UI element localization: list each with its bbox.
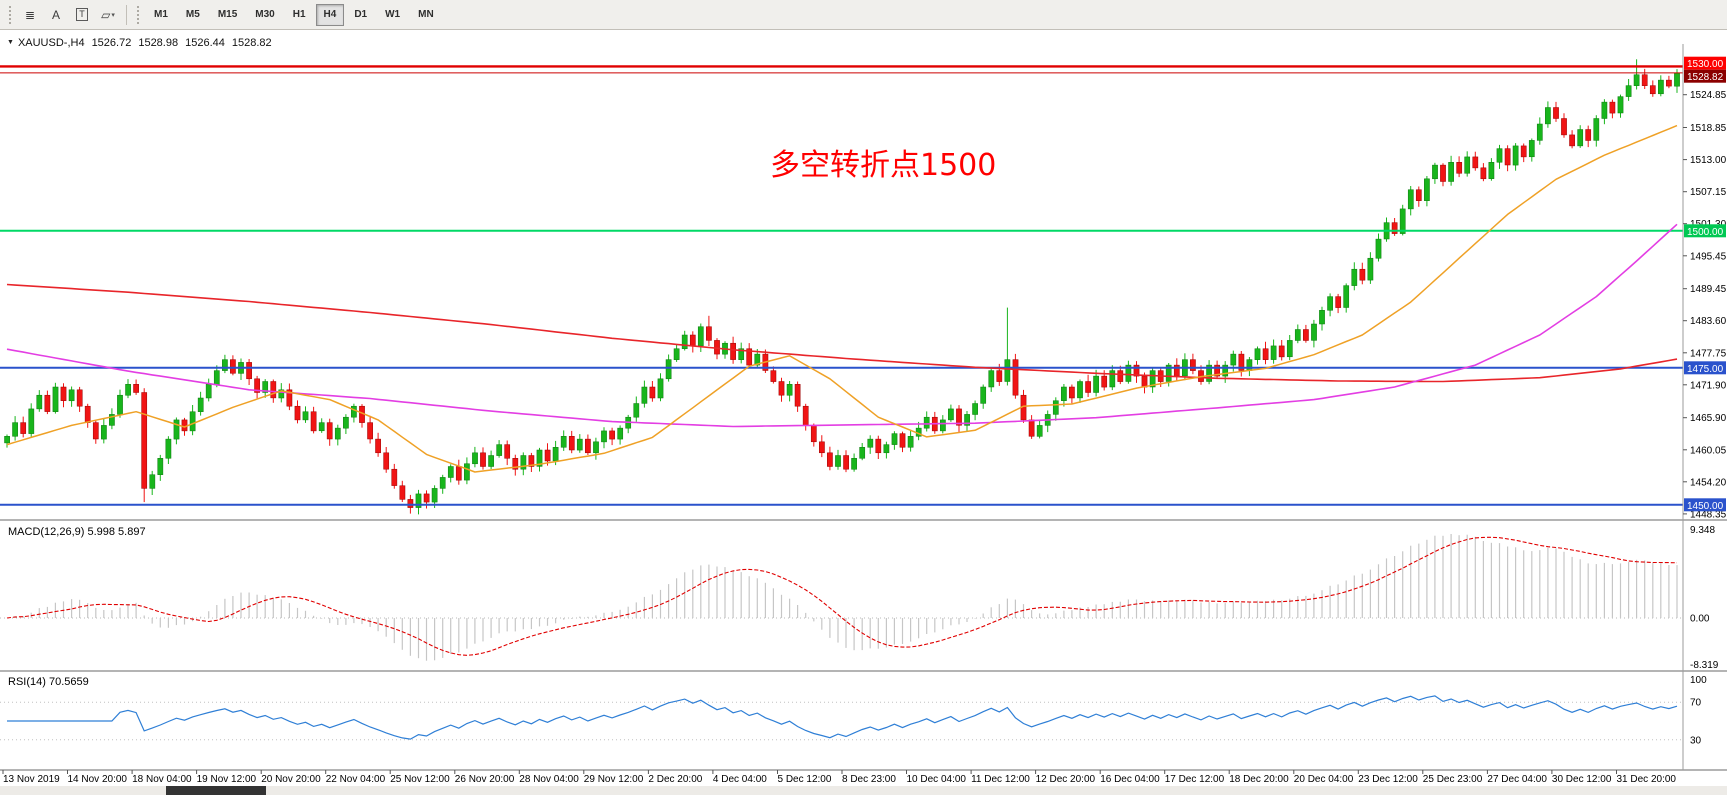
ma-magenta-line (6, 223, 1678, 428)
svg-text:1530.00: 1530.00 (1687, 59, 1724, 70)
time-axis-label: 30 Dec 12:00 (1552, 774, 1612, 785)
chart-symbol: XAUUSD-,H4 (17, 37, 85, 49)
timeframe-d1-button[interactable]: D1 (354, 9, 368, 20)
time-axis-label: 31 Dec 20:00 (1617, 774, 1677, 785)
price-axis-label: 1489.45 (1690, 284, 1727, 295)
time-axis-label: 18 Dec 20:00 (1229, 774, 1289, 785)
time-axis-label: 8 Dec 23:00 (842, 774, 896, 785)
time-axis-label: 29 Nov 12:00 (584, 774, 644, 785)
timeframe-mn-button[interactable]: MN (418, 9, 434, 20)
macd-axis-min: -8.319 (1690, 660, 1719, 671)
ohlc-low: 1526.44 (185, 37, 225, 49)
ohlc-open: 1526.72 (91, 37, 132, 49)
price-tag: 1530.00 (1684, 56, 1726, 70)
time-axis-label: 17 Dec 12:00 (1165, 774, 1225, 785)
candlesticks (4, 59, 1680, 515)
timeframe-h1-button[interactable]: H1 (292, 9, 306, 20)
timeframe-w1-button[interactable]: W1 (385, 9, 401, 20)
time-axis-label: 25 Nov 12:00 (390, 774, 450, 785)
price-axis-label: 1454.20 (1690, 477, 1727, 488)
drawing-tools-group: ≣ A T ▱ ▾ (17, 3, 121, 27)
time-axis-label: 4 Dec 04:00 (713, 774, 767, 785)
timeframe-toolbar: M1 M5 M15 M30 H1 H4 D1 W1 MN (145, 3, 443, 26)
price-axis-label: 1513.00 (1690, 155, 1727, 166)
time-axis-label: 27 Dec 04:00 (1487, 774, 1547, 785)
rsi-line (7, 695, 1678, 740)
svg-text:1500.00: 1500.00 (1687, 227, 1724, 238)
time-axis-label: 23 Dec 12:00 (1358, 774, 1418, 785)
time-axis-label: 20 Nov 20:00 (261, 774, 321, 785)
price-axis-label: 1518.85 (1690, 123, 1727, 134)
svg-text:1528.82: 1528.82 (1687, 72, 1724, 83)
price-tag: 1528.82 (1684, 69, 1726, 83)
timeframe-h4-button[interactable]: H4 (315, 3, 345, 26)
time-axis-label: 2 Dec 20:00 (648, 774, 702, 785)
price-axis-label: 1524.85 (1690, 90, 1727, 101)
chart-lines-icon[interactable]: ≣ (24, 7, 36, 22)
price-axis-label: 1471.90 (1690, 380, 1727, 391)
macd-signal-line (6, 536, 1678, 656)
ma-red-line (6, 283, 1678, 383)
price-tag: 1450.00 (1684, 498, 1726, 512)
price-axis-label: 1465.90 (1690, 413, 1727, 424)
price-axis-label: 1483.60 (1690, 316, 1727, 327)
rsi-axis-label: 100 (1690, 675, 1707, 686)
time-axis-label: 25 Dec 23:00 (1423, 774, 1483, 785)
time-axis-label: 10 Dec 04:00 (907, 774, 967, 785)
time-axis-label: 14 Nov 20:00 (68, 774, 128, 785)
time-axis-label: 20 Dec 04:00 (1294, 774, 1354, 785)
timeframe-m1-button[interactable]: M1 (154, 9, 168, 20)
ohlc-high: 1528.98 (138, 37, 179, 49)
macd-axis-max: 9.348 (1690, 525, 1715, 536)
svg-text:1450.00: 1450.00 (1687, 501, 1724, 512)
time-axis-label: 11 Dec 12:00 (971, 774, 1030, 785)
top-toolbar: ≣ A T ▱ ▾ M1 M5 M15 M30 H1 H4 D1 W1 MN (0, 0, 1727, 30)
text-tool-icon[interactable]: T (70, 3, 94, 27)
rsi-indicator-label: RSI(14) 70.5659 (8, 676, 89, 688)
price-axis-label: 1460.05 (1690, 445, 1727, 456)
shapes-icon[interactable]: ▱ ▾ (101, 7, 115, 22)
time-axis-label: 19 Nov 12:00 (197, 774, 257, 785)
price-tag: 1500.00 (1684, 224, 1726, 238)
status-strip (0, 786, 1727, 795)
timeframe-m15-button[interactable]: M15 (217, 9, 238, 20)
rsi-axis-label: 70 (1690, 698, 1702, 709)
time-axis-label: 12 Dec 20:00 (1036, 774, 1096, 785)
price-axis-label: 1507.15 (1690, 187, 1727, 198)
timeframe-m30-button[interactable]: M30 (255, 9, 275, 20)
macd-axis-zero: 0.00 (1690, 614, 1710, 625)
chart-canvas[interactable]: 1524.851518.851513.001507.151501.301495.… (0, 30, 1727, 795)
svg-text:1475.00: 1475.00 (1687, 364, 1724, 375)
rsi-axis-label: 30 (1690, 735, 1702, 746)
chart-annotation-text: 多空转折点1500 (770, 148, 997, 183)
time-axis-label: 28 Nov 04:00 (519, 774, 579, 785)
time-axis-label: 13 Nov 2019 (3, 774, 60, 785)
toolbar-grip[interactable] (8, 4, 13, 25)
ma-orange-line (6, 124, 1678, 473)
timeframe-toolbar-grip[interactable] (136, 4, 141, 25)
time-axis-label: 22 Nov 04:00 (326, 774, 386, 785)
macd-histogram (14, 534, 1678, 661)
price-axis-label: 1477.75 (1690, 348, 1727, 359)
ohlc-close: 1528.82 (231, 37, 272, 49)
macd-indicator-label: MACD(12,26,9) 5.998 5.897 (8, 526, 146, 538)
toolbar-separator (126, 4, 127, 25)
price-tag: 1475.00 (1684, 361, 1726, 375)
time-axis-label: 18 Nov 04:00 (132, 774, 192, 785)
time-axis-label: 16 Dec 04:00 (1100, 774, 1160, 785)
text-label-icon[interactable]: A (51, 7, 60, 22)
time-axis-label: 5 Dec 12:00 (778, 774, 832, 785)
timeframe-m5-button[interactable]: M5 (185, 9, 200, 20)
price-axis-label: 1448.35 (1690, 509, 1727, 520)
chart-ohlc-header: ▼ XAUUSD-,H4 1526.72 1528.98 1526.44 1528.82 (7, 37, 272, 49)
background-window-fragment (166, 786, 266, 795)
chart-dropdown-icon[interactable]: ▼ (7, 39, 14, 46)
time-axis-label: 26 Nov 20:00 (455, 774, 515, 785)
chart-window: 1524.851518.851513.001507.151501.301495.… (0, 30, 1727, 795)
price-axis-label: 1495.45 (1690, 251, 1727, 262)
